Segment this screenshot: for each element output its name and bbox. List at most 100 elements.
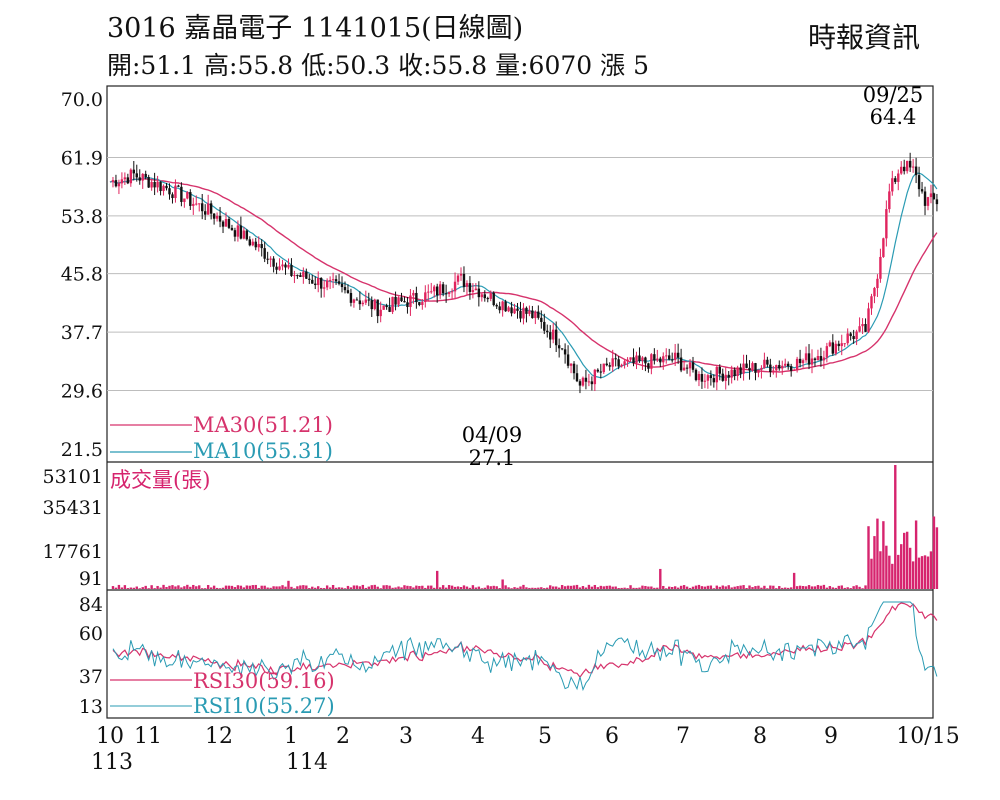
candle-body — [855, 331, 858, 340]
candle-body — [914, 166, 918, 176]
x-tick-label: 3 — [399, 724, 413, 749]
volume-bar — [495, 586, 498, 589]
volume-bar — [337, 587, 341, 589]
candle-body — [537, 311, 540, 318]
candle-body — [492, 292, 495, 306]
candle-body — [554, 329, 558, 346]
candle-body — [822, 357, 826, 361]
candle-body — [468, 283, 472, 292]
volume-bar — [557, 587, 561, 589]
volume-bar — [507, 587, 510, 589]
price-tick-label: 53.8 — [61, 206, 103, 228]
candle-body — [296, 275, 299, 277]
candle-body — [647, 363, 650, 369]
volume-bar — [192, 584, 195, 589]
candle-body — [314, 283, 317, 286]
candle-body — [870, 296, 873, 309]
volume-bar — [763, 585, 766, 589]
candle-body — [575, 373, 579, 382]
candle-body — [861, 324, 864, 327]
candle-body — [864, 324, 867, 332]
volume-bar — [659, 568, 662, 589]
volume-bar — [596, 587, 600, 589]
volume-bar — [599, 585, 602, 589]
volume-bar — [665, 588, 668, 589]
volume-bar — [552, 586, 555, 589]
candle-body — [659, 358, 662, 363]
volume-bar — [754, 586, 757, 589]
candle-body — [245, 230, 249, 240]
volume-bar — [891, 563, 894, 589]
volume-bar — [813, 586, 817, 589]
low-date-annotation: 04/09 — [462, 423, 523, 447]
volume-bar — [349, 587, 353, 589]
candle-body — [138, 177, 141, 181]
volume-bar — [150, 585, 153, 589]
volume-bar — [885, 545, 888, 589]
volume-bar — [900, 544, 903, 589]
volume-bar — [751, 587, 754, 589]
candle-body — [186, 192, 189, 199]
volume-bar — [492, 585, 495, 589]
volume-bar — [584, 587, 588, 589]
candle-body — [480, 294, 484, 298]
volume-bar — [626, 588, 629, 589]
candle-body — [486, 298, 489, 300]
volume-bar — [436, 570, 439, 589]
volume-bar — [111, 586, 115, 589]
candle-body — [540, 317, 543, 322]
candle-body — [513, 308, 516, 314]
candle-body — [703, 380, 707, 382]
rsi30-legend-name: RSI30 — [193, 669, 258, 693]
volume-bar — [590, 586, 594, 589]
volume-bar — [644, 585, 647, 589]
candle-body — [569, 363, 573, 366]
volume-bar — [810, 586, 814, 589]
volume-bar — [406, 585, 409, 589]
volume-bar — [682, 585, 686, 589]
volume-bar — [206, 585, 210, 589]
candle-body — [325, 280, 329, 288]
ma30-legend-value: (51.21) — [256, 413, 333, 437]
candle-body — [123, 177, 127, 180]
x-tick-label: 5 — [538, 724, 552, 749]
volume-bar — [504, 585, 507, 589]
candle-body — [299, 275, 302, 278]
volume-bar — [718, 586, 721, 589]
volume-bar — [257, 587, 260, 589]
candle-body — [745, 363, 748, 368]
volume-bar — [171, 585, 174, 589]
candle-body — [718, 367, 721, 374]
candle-body — [670, 359, 674, 361]
candle-body — [406, 302, 409, 308]
candle-body — [403, 301, 406, 303]
candle-body — [510, 307, 513, 314]
candle-body — [501, 301, 504, 311]
candle-body — [171, 194, 174, 199]
candle-body — [549, 332, 552, 340]
candle-body — [489, 292, 492, 299]
candle-body — [430, 291, 433, 293]
candle-body — [837, 343, 840, 347]
candle-body — [772, 370, 775, 372]
candle-body — [114, 180, 118, 187]
volume-bar — [894, 465, 897, 589]
volume-bar — [397, 586, 400, 589]
candle-body — [602, 363, 605, 373]
volume-bars — [111, 465, 939, 589]
volume-bar — [516, 587, 519, 589]
volume-bar — [471, 585, 475, 589]
volume-bar — [352, 585, 356, 589]
volume-bar — [510, 588, 513, 589]
volume-bar — [227, 585, 231, 589]
candle-body — [203, 211, 207, 215]
volume-bar — [233, 587, 237, 589]
volume-bar — [858, 586, 861, 589]
x-tick-label: 11 — [134, 724, 162, 749]
volume-bar — [382, 585, 385, 589]
candle-body — [709, 375, 713, 379]
volume-bar — [537, 587, 540, 589]
volume-bar — [935, 527, 939, 589]
volume-bar — [641, 585, 644, 589]
